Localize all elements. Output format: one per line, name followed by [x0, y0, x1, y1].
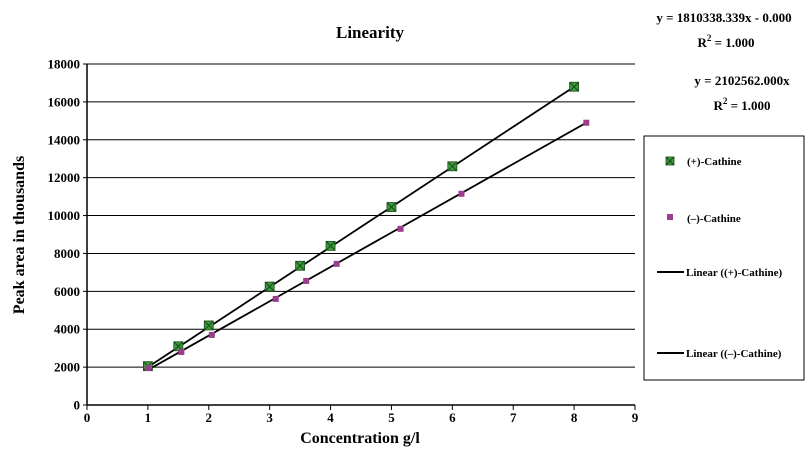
y-tick-labels: 0 2000 4000 6000 8000 10000 12000 14000 16000 180… — [48, 57, 87, 413]
x-tick-label: 1 — [145, 410, 152, 425]
data-point-minus-cathine — [272, 295, 279, 302]
data-point-minus-cathine — [397, 225, 404, 232]
legend-label-linear-plus: Linear ((+)-Cathine) — [686, 267, 783, 279]
y-tick-label: 2000 — [54, 360, 80, 375]
marker-cross — [447, 161, 458, 172]
data-markers — [142, 81, 590, 372]
x-tick-label: 3 — [266, 410, 273, 425]
legend-item-linear-minus: Linear ((–)-Cathine) — [657, 348, 782, 360]
marker-cross — [386, 202, 397, 212]
trendline-plus-cathine — [147, 85, 575, 368]
data-point-plus-cathine — [264, 281, 275, 292]
data-point-plus-cathine — [295, 260, 306, 271]
x-tick-labels: 0 1 2 3 4 5 6 7 8 9 — [84, 405, 639, 425]
y-tick-label: 16000 — [48, 94, 81, 109]
trendline-minus-cathine — [147, 121, 587, 371]
x-tick-label: 9 — [632, 410, 639, 425]
data-point-plus-cathine — [203, 320, 214, 331]
data-point-minus-cathine — [333, 260, 340, 267]
x-tick-label: 4 — [327, 410, 334, 425]
data-point-plus-cathine — [386, 202, 397, 212]
y-axis-title: Peak area in thousands — [11, 156, 28, 314]
x-tick-label: 0 — [84, 410, 91, 425]
legend-marker-minus-cathine — [667, 214, 673, 220]
y-tick-label: 4000 — [54, 322, 80, 337]
legend: (+)-Cathine (–)-Cathine Linear ((+)-Cath… — [643, 135, 805, 381]
marker-cross — [569, 81, 579, 92]
marker-cross — [295, 260, 305, 271]
data-point-minus-cathine — [178, 348, 185, 355]
data-point-plus-cathine — [569, 81, 580, 92]
data-point-minus-cathine — [583, 119, 590, 126]
chart-title: Linearity — [336, 23, 404, 42]
legend-item-minus-cathine: (–)-Cathine — [667, 213, 741, 225]
axes — [86, 64, 635, 406]
legend-marker-plus-cathine-cross — [665, 156, 675, 166]
x-axis-title: Concentration g/l — [300, 430, 420, 447]
equation-minus: y = 2102562.000x — [694, 73, 790, 88]
x-tick-label: 7 — [510, 410, 517, 425]
data-point-plus-cathine — [325, 240, 336, 251]
y-tick-label: 10000 — [48, 208, 81, 223]
trendlines — [147, 85, 587, 371]
data-point-minus-cathine — [303, 277, 310, 284]
data-point-minus-cathine — [458, 190, 465, 197]
legend-item-plus-cathine: (+)-Cathine — [665, 156, 742, 168]
y-tick-label: 18000 — [48, 57, 81, 72]
r2-plus: R2 = 1.000 — [697, 33, 754, 50]
x-tick-label: 2 — [206, 410, 213, 425]
r2-minus: R2 = 1.000 — [713, 96, 770, 113]
legend-label-plus-cathine: (+)-Cathine — [687, 156, 742, 168]
data-point-minus-cathine — [144, 365, 151, 372]
x-tick-label: 6 — [449, 410, 456, 425]
x-tick-label: 5 — [388, 410, 395, 425]
gridlines — [87, 63, 635, 368]
legend-item-linear-plus: Linear ((+)-Cathine) — [657, 267, 783, 279]
legend-label-linear-minus: Linear ((–)-Cathine) — [686, 348, 782, 360]
y-tick-label: 6000 — [54, 284, 80, 299]
legend-label-minus-cathine: (–)-Cathine — [687, 213, 741, 225]
y-tick-label: 8000 — [54, 246, 80, 261]
data-point-minus-cathine — [208, 331, 215, 338]
legend-box — [643, 135, 805, 381]
y-tick-label: 12000 — [48, 170, 81, 185]
x-tick-label: 8 — [571, 410, 578, 425]
y-tick-label: 0 — [74, 398, 81, 413]
data-point-plus-cathine — [447, 161, 458, 172]
marker-cross — [264, 281, 275, 292]
marker-cross — [203, 320, 214, 331]
marker-cross — [325, 241, 336, 251]
y-tick-label: 14000 — [48, 132, 81, 147]
equation-plus: y = 1810338.339x - 0.000 — [656, 10, 791, 25]
